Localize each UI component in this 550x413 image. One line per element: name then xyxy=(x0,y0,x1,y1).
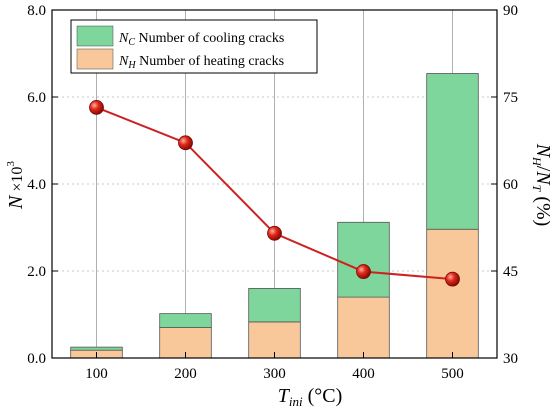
left-tick-label-0.0: 0.0 xyxy=(27,351,46,367)
bar-h-300 xyxy=(248,321,301,359)
x-tick-label-400: 400 xyxy=(352,366,375,382)
ratio-point-300 xyxy=(267,225,282,241)
bars xyxy=(70,73,479,359)
bar-c-200 xyxy=(159,313,212,328)
bar-c-400 xyxy=(337,221,390,298)
x-tick-label-100: 100 xyxy=(85,366,108,382)
right-tick-label-30: 30 xyxy=(503,351,518,367)
x-axis-title: Tini (°C) xyxy=(278,385,343,409)
left-axis-title: N ×103 xyxy=(5,161,27,210)
right-axis-title: NH/NT (%) xyxy=(530,143,550,227)
x-tick-label-300: 300 xyxy=(263,366,286,382)
legend-swatch-cooling xyxy=(76,25,114,47)
ratio-point-100 xyxy=(89,100,104,115)
right-tick-label-90: 90 xyxy=(503,3,518,19)
bar-c-500 xyxy=(426,73,479,230)
left-tick-label-6.0: 6.0 xyxy=(27,90,46,106)
bar-h-500 xyxy=(426,228,479,359)
left-tick-label-8.0: 8.0 xyxy=(27,3,46,19)
left-tick-label-2.0: 2.0 xyxy=(27,264,46,280)
ratio-point-400 xyxy=(356,264,371,279)
ratio-point-500 xyxy=(445,271,460,287)
ratio-line xyxy=(89,100,460,287)
legend-label-heating: NH Number of heating cracks xyxy=(118,54,284,71)
bar-c-100 xyxy=(70,346,123,351)
right-tick-label-45: 45 xyxy=(503,264,518,280)
ratio-point-200 xyxy=(178,135,193,151)
legend-swatch-heating xyxy=(76,48,114,70)
bar-h-400 xyxy=(337,296,390,359)
legend-label-cooling: NC Number of cooling cracks xyxy=(118,31,284,48)
axis-ticks: 100 200 300 400 500 0.0 2.0 4.0 6.0 8.0 30 45 60 75 90 xyxy=(27,3,518,382)
legend: NC Number of cooling cracks NH Number of… xyxy=(70,19,318,74)
right-tick-label-60: 60 xyxy=(503,177,518,193)
left-tick-label-4.0: 4.0 xyxy=(27,177,46,193)
right-tick-label-75: 75 xyxy=(503,90,518,106)
x-tick-label-200: 200 xyxy=(174,366,197,382)
x-tick-label-500: 500 xyxy=(441,366,464,382)
bar-c-300 xyxy=(248,287,301,323)
